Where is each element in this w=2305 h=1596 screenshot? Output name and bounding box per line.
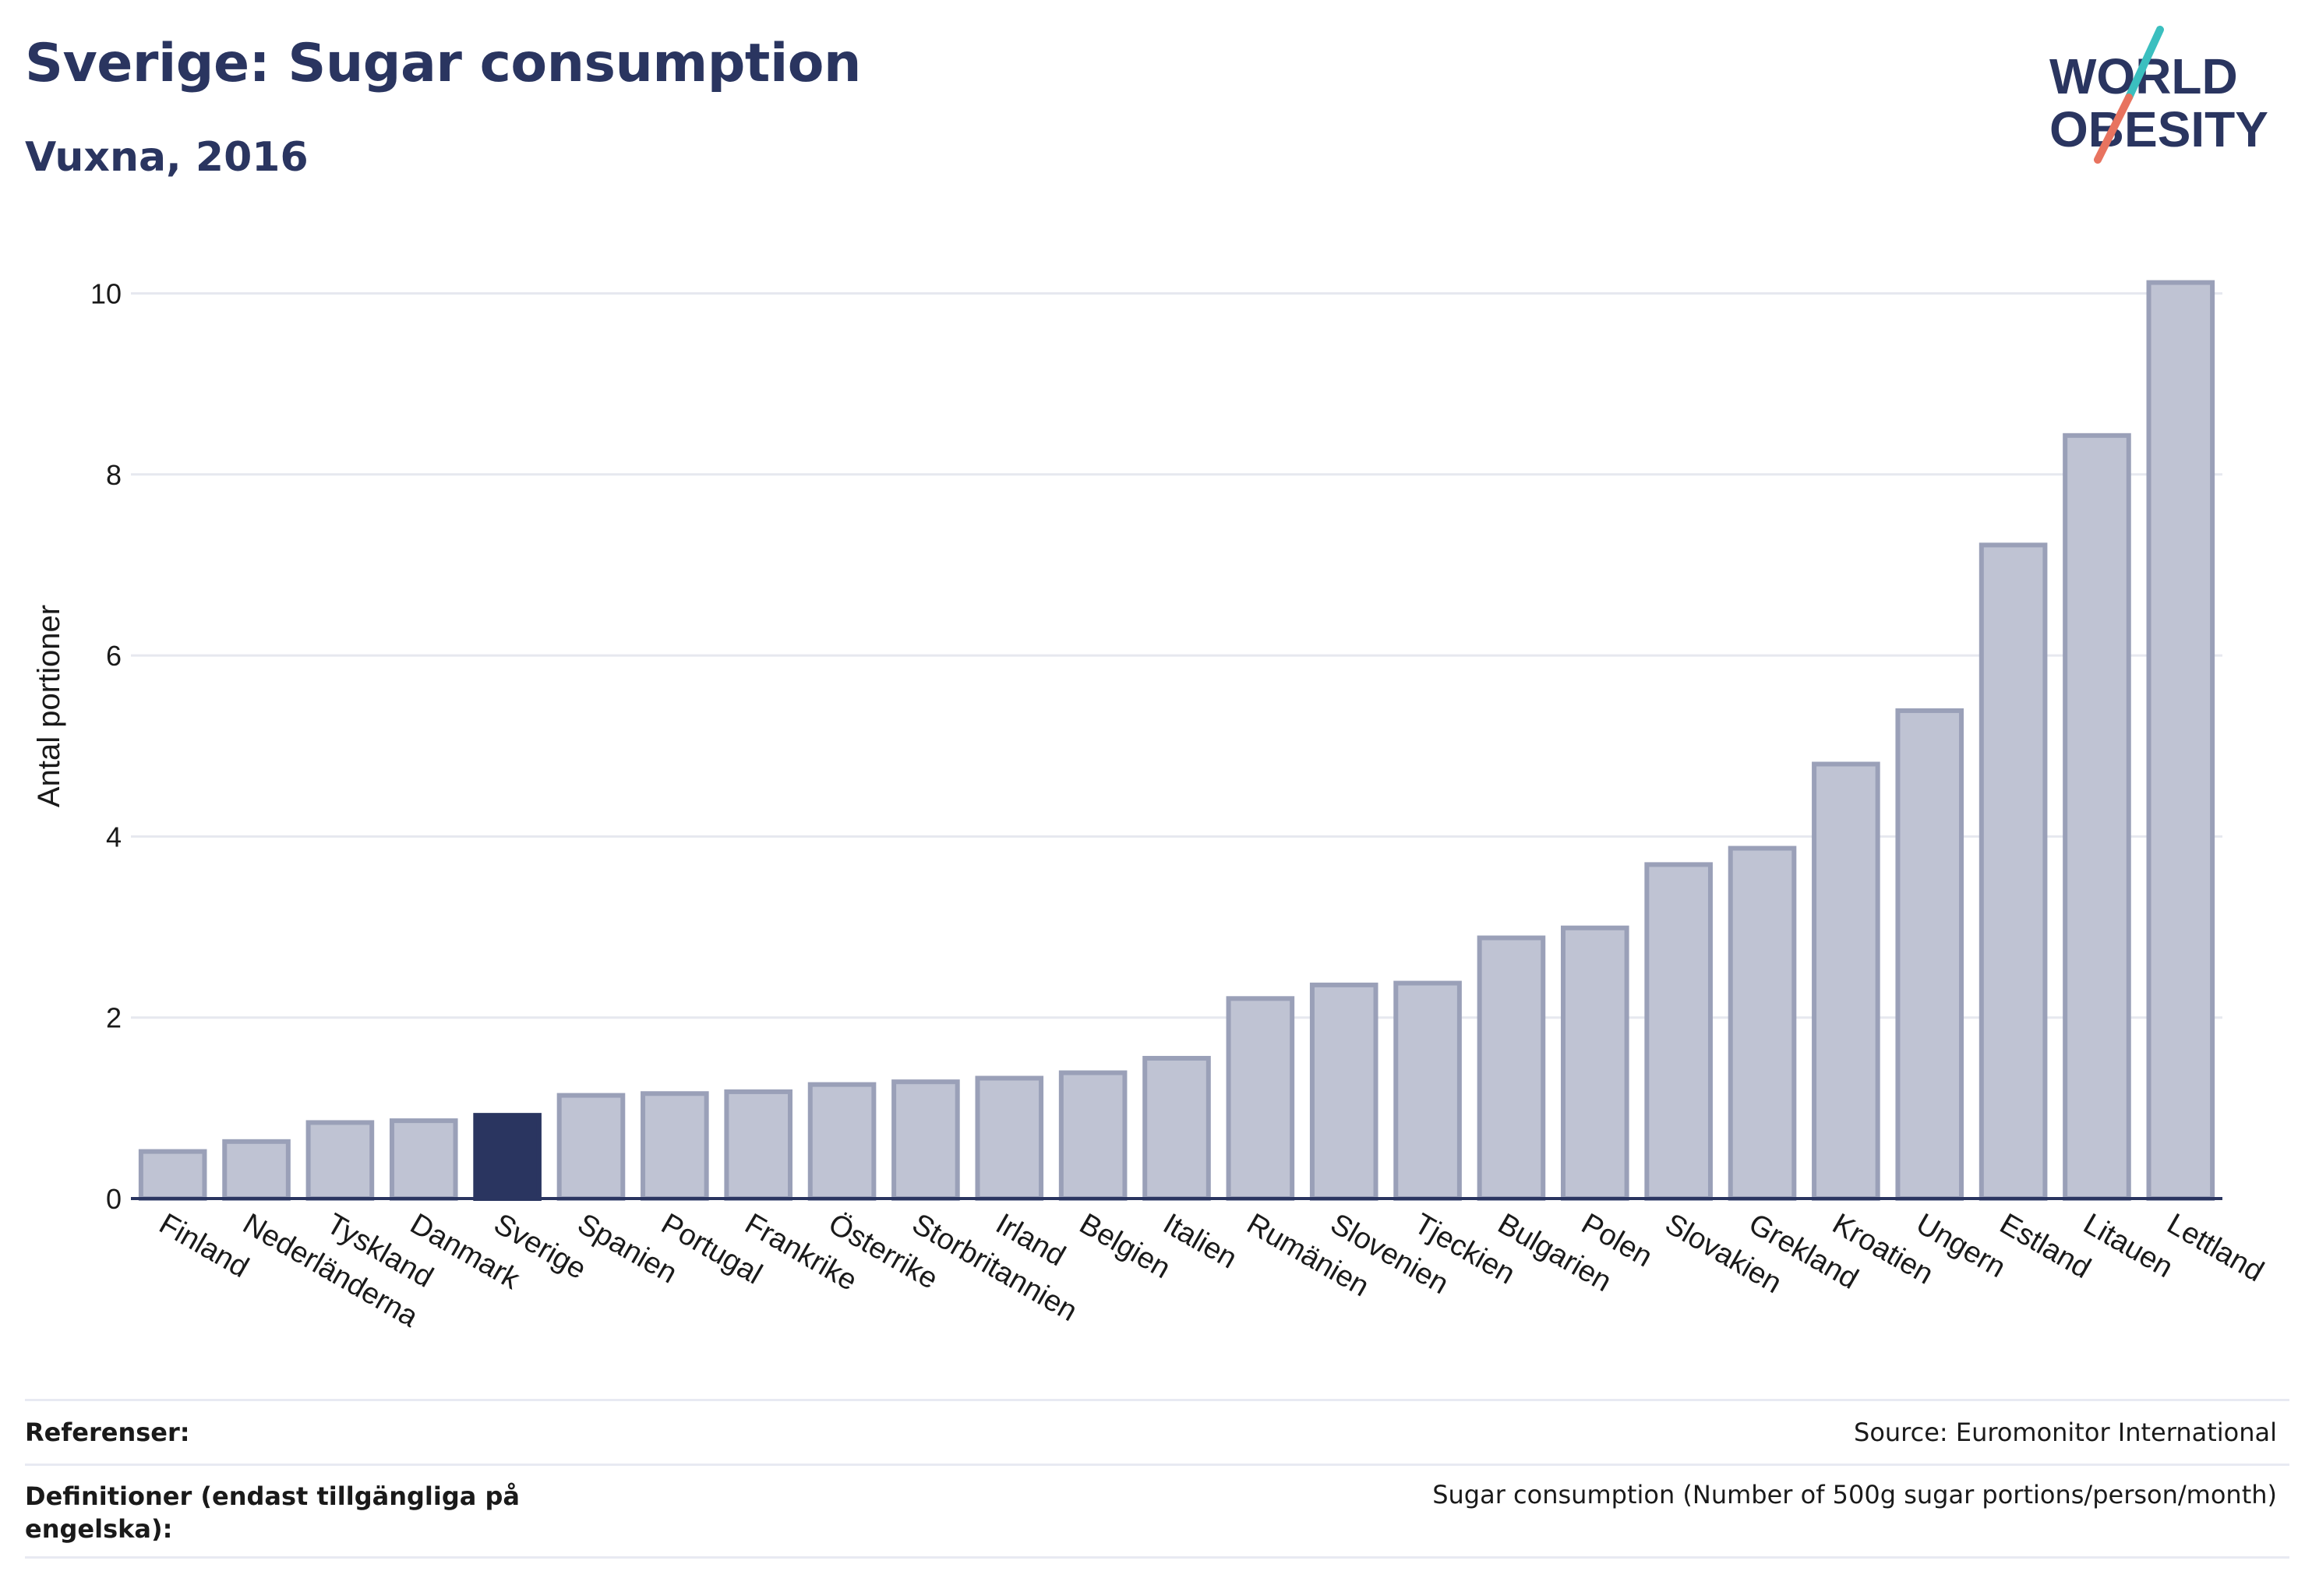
definitions-value: Sugar consumption (Number of 500g sugar … [1432, 1480, 2277, 1509]
bar-belgien [1058, 1070, 1128, 1201]
world-obesity-logo: WORLD OBESITY [2049, 26, 2268, 164]
x-tick-label: Finland [154, 1207, 254, 1284]
definitions-label: Definitioner (endast tillgängliga på eng… [25, 1481, 520, 1544]
bar-grekland [1728, 846, 1797, 1201]
y-tick-label: 6 [106, 640, 122, 672]
x-axis-ticks: FinlandNederländernaTysklandDanmarkSveri… [154, 1207, 2269, 1334]
bar-kroatien [1812, 761, 1880, 1201]
y-axis-label: Antal portioner [32, 605, 66, 807]
bar-slovenien [1309, 982, 1378, 1202]
bar-tjeckien [1393, 980, 1462, 1201]
references-label: Referenser: [25, 1418, 190, 1447]
bars [138, 280, 2215, 1202]
x-tick-label: Lettland [2162, 1207, 2269, 1288]
y-tick-label: 2 [106, 1002, 122, 1034]
references-value: Source: Euromonitor International [1854, 1418, 2277, 1447]
bar-italien [1142, 1055, 1211, 1202]
bar-tyskland [305, 1120, 375, 1202]
bar-litauen [2063, 433, 2131, 1201]
x-tick-label: Belgien [1074, 1207, 1176, 1285]
y-tick-label: 4 [106, 821, 122, 853]
bar-finland [138, 1149, 207, 1201]
bar-lettland [2146, 280, 2215, 1201]
chart-subtitle: Vuxna, 2016 [25, 134, 309, 181]
bar-slovakien [1644, 862, 1713, 1202]
bar-rumänien [1226, 996, 1295, 1202]
logo-slash-coral [2094, 94, 2133, 164]
x-tick-label: Estland [1994, 1207, 2096, 1285]
bar-bulgarien [1477, 935, 1546, 1201]
bar-ungern [1895, 708, 1964, 1201]
bar-sverige [473, 1113, 542, 1201]
bar-danmark [389, 1118, 458, 1201]
bar-frankrike [724, 1089, 792, 1202]
logo-slash-teal [2125, 26, 2164, 101]
y-tick-label: 10 [90, 277, 122, 309]
bar-österrike [807, 1082, 877, 1201]
references-row: Referenser: Source: Euromonitor Internat… [25, 1399, 2289, 1464]
logo-word-obesity: OBESITY [2049, 101, 2268, 157]
bar-storbritannien [891, 1079, 960, 1201]
x-tick-label: Litauen [2077, 1207, 2178, 1284]
y-tick-label: 8 [106, 459, 122, 491]
bar-spanien [556, 1093, 626, 1201]
bar-portugal [641, 1091, 709, 1202]
chart-title: Sverige: Sugar consumption [25, 33, 861, 94]
y-tick-label: 0 [106, 1183, 122, 1215]
bar-nederländerna [222, 1139, 291, 1202]
bar-estland [1978, 542, 2048, 1201]
footer: Referenser: Source: Euromonitor Internat… [25, 1399, 2289, 1559]
definitions-row: Definitioner (endast tillgängliga på eng… [25, 1464, 2289, 1559]
bar-irland [975, 1075, 1044, 1201]
bar-polen [1561, 925, 1629, 1201]
y-axis-ticks: 0 2 4 6 8 10 [90, 277, 122, 1215]
bar-chart: 0 2 4 6 8 10 FinlandNederländernaTysklandDanm… [32, 277, 2269, 1334]
